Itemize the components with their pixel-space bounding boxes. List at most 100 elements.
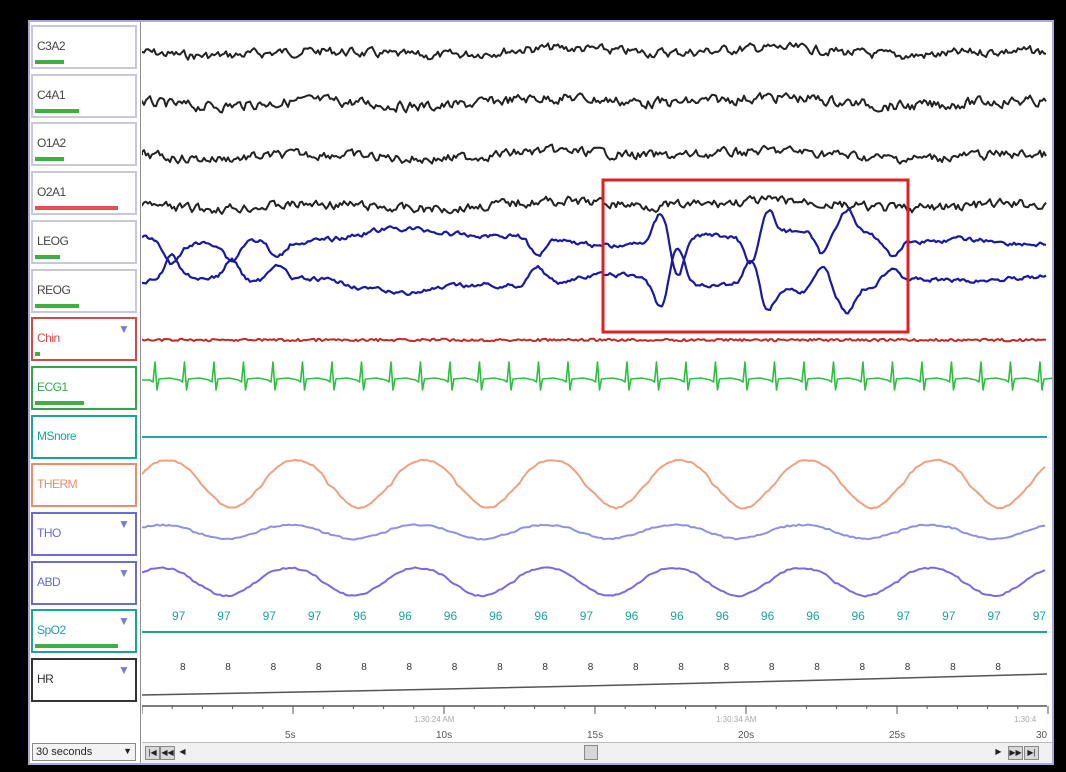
trace-chin [142, 337, 1047, 343]
hr-value: 8 [180, 662, 186, 673]
horizontal-scrollbar[interactable]: |◀ ◀◀ ◀ ▶ ▶▶ ▶| [142, 742, 1052, 763]
time-tick-label: 20s [738, 730, 754, 741]
channel-name: Chin [37, 331, 60, 346]
spo2-value: 97 [580, 609, 594, 623]
trace-abd [142, 566, 1046, 598]
trace-therm [142, 458, 1046, 510]
channel-name: MSnore [37, 428, 77, 443]
time-tick-label: 25s [889, 730, 905, 741]
spo2-value: 97 [987, 609, 1001, 623]
signal-level-bar [35, 254, 60, 259]
scroll-first-button[interactable]: |◀ [145, 746, 160, 760]
clock-time-label: 1:30:34 AM [716, 715, 757, 724]
eye-movement-highlight-box [601, 178, 910, 334]
hr-value: 8 [860, 662, 866, 673]
hr-value: 8 [678, 662, 684, 673]
channel-label-tho[interactable]: THO ▼ [31, 512, 137, 556]
hr-value: 8 [950, 662, 956, 673]
spo2-value: 96 [670, 609, 684, 623]
channel-label-reog[interactable]: REOG [31, 268, 137, 313]
channel-name: C4A1 [37, 87, 66, 102]
channel-label-ecg1[interactable]: ECG1 [31, 365, 137, 410]
scroll-last-button[interactable]: ▶| [1024, 746, 1039, 760]
hr-value: 8 [407, 662, 413, 673]
spo2-value: 97 [308, 609, 322, 623]
channel-label-leog[interactable]: LEOG [31, 219, 137, 264]
spo2-value: 97 [263, 609, 277, 623]
channel-label-o1a2[interactable]: O1A2 [31, 122, 137, 167]
spo2-value: 96 [353, 609, 367, 623]
trace-c4a1 [142, 92, 1047, 114]
channel-label-hr[interactable]: HR ▼ [31, 658, 137, 703]
channel-label-o2a1[interactable]: O2A1 [31, 171, 137, 216]
clock-time-label: 1:30:24 AM [414, 715, 455, 724]
scroll-left-arrow-icon[interactable]: ◀ [179, 747, 186, 756]
psg-viewer-window: C3A2 C4A1 O1A2 O2A1 LEOG REOG Chin ▼ ECG1 MSnore T… [28, 20, 1054, 765]
spo2-value: 96 [761, 609, 775, 623]
spo2-value: 97 [942, 609, 956, 623]
signal-level-bar [35, 60, 64, 64]
hr-value-row: 8 8 8 8 8 8 8 8 8 8 8 8 8 8 8 8 8 8 8 [180, 662, 1001, 673]
channel-label-abd[interactable]: ABD ▼ [31, 560, 137, 605]
signal-level-bar [35, 157, 64, 162]
channel-name: HR [37, 672, 54, 687]
spo2-value: 97 [217, 609, 231, 623]
scroll-thumb[interactable] [584, 745, 598, 760]
signal-level-bar [35, 644, 118, 649]
spo2-value: 96 [806, 609, 820, 623]
spo2-value: 96 [716, 609, 730, 623]
channel-label-spo2[interactable]: SpO2 ▼ [31, 609, 137, 654]
trace-group [142, 41, 1052, 696]
channel-name: C3A2 [37, 39, 66, 53]
channel-menu-icon[interactable]: ▼ [118, 322, 130, 337]
channel-menu-icon[interactable]: ▼ [118, 517, 130, 531]
channel-menu-icon[interactable]: ▼ [118, 565, 130, 580]
channel-name: O2A1 [37, 185, 66, 200]
trace-leog [142, 208, 1047, 276]
scroll-right-arrow-icon[interactable]: ▶ [995, 747, 1002, 756]
hr-value: 8 [497, 662, 503, 673]
trace-hr [142, 673, 1048, 696]
channel-label-msnore[interactable]: MSnore [31, 414, 137, 459]
hr-value: 8 [361, 662, 367, 673]
spo2-value-row: 97 97 97 97 96 96 96 96 96 97 96 96 96 96 96 96 97 97 97 97 [172, 609, 1046, 623]
hr-value: 8 [225, 662, 231, 673]
channel-menu-icon[interactable]: ▼ [118, 663, 130, 678]
channel-label-panel: C3A2 C4A1 O1A2 O2A1 LEOG REOG Chin ▼ ECG1 MSnore T… [30, 22, 141, 763]
channel-label-c3a2[interactable]: C3A2 [31, 25, 137, 69]
channel-label-therm[interactable]: THERM [31, 463, 137, 508]
hr-value: 8 [814, 662, 820, 673]
channel-name: REOG [37, 282, 71, 297]
spo2-value: 97 [172, 609, 186, 623]
signal-trace-area[interactable]: 97 97 97 97 96 96 96 96 96 97 96 96 96 96 96 96 97 97 97 97… [142, 22, 1054, 763]
channel-label-chin[interactable]: Chin ▼ [31, 317, 137, 362]
spo2-value: 96 [444, 609, 458, 623]
hr-value: 8 [633, 662, 639, 673]
signal-level-bar [35, 206, 118, 211]
timebase-select[interactable]: 30 seconds ▼ [32, 743, 136, 761]
spo2-value: 96 [852, 609, 866, 623]
channel-name: SpO2 [37, 623, 66, 638]
spo2-value: 97 [1033, 609, 1047, 623]
channel-name: O1A2 [37, 136, 66, 151]
trace-c3a2 [142, 41, 1047, 61]
scroll-prev-button[interactable]: ◀◀ [160, 746, 175, 760]
signal-level-bar [35, 352, 40, 357]
spo2-value: 96 [399, 609, 413, 623]
time-tick-label: 30 [1036, 730, 1048, 741]
hr-value: 8 [724, 662, 730, 673]
hr-value: 8 [905, 662, 911, 673]
channel-name: LEOG [37, 233, 69, 248]
channel-name: THERM [37, 477, 78, 492]
trace-ecg1 [142, 361, 1052, 391]
spo2-value: 97 [897, 609, 911, 623]
time-tick-label: 15s [587, 730, 603, 741]
hr-value: 8 [588, 662, 594, 673]
spo2-value: 96 [625, 609, 639, 623]
channel-name: THO [37, 526, 61, 540]
spo2-value: 96 [489, 609, 503, 623]
channel-menu-icon[interactable]: ▼ [118, 614, 130, 629]
scroll-next-button[interactable]: ▶▶ [1008, 746, 1023, 760]
channel-label-c4a1[interactable]: C4A1 [31, 73, 137, 118]
signal-level-bar [35, 303, 79, 308]
